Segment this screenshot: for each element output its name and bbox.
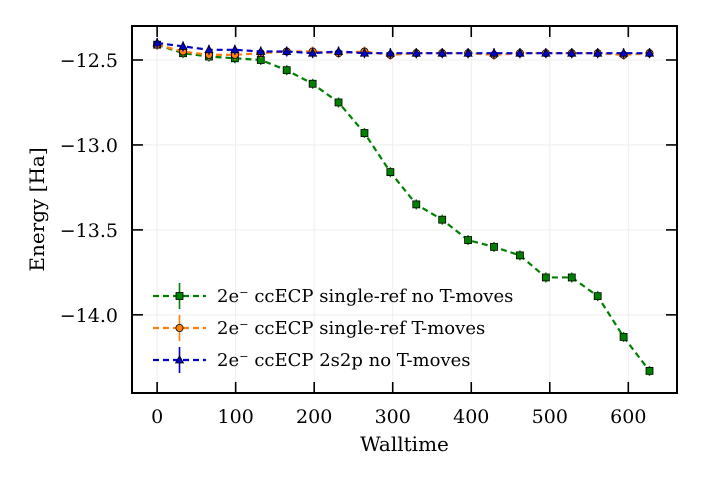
data-point-0-19: [645, 367, 654, 375]
x-tick-label-4: 400: [453, 406, 489, 428]
x-tick-label-5: 500: [532, 406, 568, 428]
legend-entry-2: 2e⁻ ccECP 2s2p no T-moves: [153, 347, 471, 373]
data-point-2-5: [282, 46, 292, 55]
data-point-2-0: [152, 37, 162, 47]
data-point-0-13: [490, 242, 498, 251]
x-tick-label-3: 300: [375, 406, 411, 428]
data-point-0-18: [619, 333, 628, 341]
legend-marker-1: [175, 323, 184, 332]
data-point-0-15: [541, 273, 550, 282]
x-tick-label-2: 200: [296, 406, 332, 428]
series-line-0: [156, 43, 651, 372]
y-tick-label-3: −14.0: [60, 305, 118, 327]
data-point-2-8: [359, 48, 370, 57]
legend-marker-2: [174, 354, 185, 364]
legend: 2e⁻ ccECP single-ref no T-moves 2e⁻ ccECP…: [153, 283, 513, 373]
data-point-2-7: [333, 46, 344, 55]
legend-label-0: 2e⁻ ccECP single-ref no T-moves: [217, 286, 513, 307]
data-point-2-11: [437, 48, 447, 57]
x-tick-label-1: 100: [218, 406, 254, 428]
data-point-2-2: [204, 44, 214, 54]
data-point-2-13: [489, 48, 499, 57]
data-point-0-7: [334, 98, 343, 107]
data-point-0-8: [360, 129, 369, 137]
data-point-0-9: [386, 168, 395, 177]
y-tick-label-2: −13.5: [60, 220, 118, 242]
y-tick-label-0: −12.5: [60, 50, 118, 72]
data-point-2-18: [618, 48, 629, 57]
data-point-2-9: [385, 48, 396, 57]
x-tick-label-6: 600: [610, 406, 646, 428]
data-point-0-16: [567, 273, 576, 282]
data-point-0-6: [308, 79, 317, 88]
legend-label-2: 2e⁻ ccECP 2s2p no T-moves: [217, 350, 471, 371]
plot-frame: [131, 25, 678, 394]
data-point-2-15: [541, 48, 551, 57]
x-tick-label-0: 0: [151, 406, 163, 428]
data-point-2-12: [463, 48, 473, 57]
data-point-2-3: [230, 44, 240, 54]
x-axis-label: Walltime: [360, 432, 449, 456]
legend-entry-0: 2e⁻ ccECP single-ref no T-moves: [153, 283, 513, 309]
legend-marker-0: [175, 292, 184, 300]
y-axis-label: Energy [Ha]: [25, 147, 49, 271]
ticks: 0 100 200 300 400 500 600 −12.5 −13.0 −13.5 −14.0: [60, 26, 677, 428]
data-point-0-14: [516, 251, 524, 260]
legend-entry-1: 2e⁻ ccECP single-ref T-moves: [153, 315, 485, 341]
data-point-2-1: [178, 41, 188, 50]
data-point-0-11: [438, 215, 447, 224]
data-point-2-19: [644, 48, 655, 57]
data-point-2-10: [411, 48, 421, 57]
y-tick-label-1: −13.0: [60, 135, 118, 157]
data-point-2-6: [307, 48, 318, 57]
data-point-0-5: [282, 66, 291, 75]
series-line-2: [156, 41, 650, 55]
series-2: [152, 37, 655, 59]
data-point-2-16: [567, 48, 577, 57]
data-point-0-10: [412, 200, 421, 209]
data-point-0-12: [464, 236, 473, 244]
data-point-2-17: [593, 48, 603, 57]
data-point-2-14: [515, 48, 525, 57]
series-layer: [152, 37, 655, 376]
data-point-2-4: [256, 46, 266, 55]
data-point-0-17: [593, 292, 602, 301]
legend-label-1: 2e⁻ ccECP single-ref T-moves: [217, 318, 485, 339]
